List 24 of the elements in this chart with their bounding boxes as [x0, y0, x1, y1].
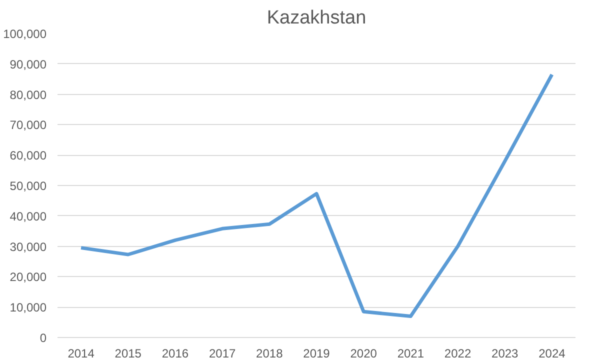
y-tick-label: 60,000	[10, 148, 47, 163]
y-tick-label: 20,000	[10, 270, 47, 284]
x-tick-label: 2016	[162, 346, 189, 360]
y-tick-label: 90,000	[10, 57, 47, 72]
x-tick-label: 2017	[208, 346, 236, 360]
y-tick-label: 50,000	[10, 179, 47, 193]
x-tick-label: 2015	[114, 346, 142, 360]
x-tick-label: 2020	[350, 346, 378, 360]
x-tick-label: 2024	[538, 346, 566, 360]
y-tick-label: 100,000	[3, 27, 47, 41]
y-tick-label: 10,000	[10, 300, 47, 315]
x-tick-label: 2022	[444, 346, 472, 360]
x-tick-label: 2019	[303, 346, 330, 360]
line-series	[79, 72, 554, 318]
y-tick-label: 80,000	[10, 88, 47, 102]
x-tick-label: 2023	[492, 346, 519, 360]
x-tick-label: 2014	[68, 346, 95, 360]
x-tick-label: 2018	[256, 346, 284, 360]
x-tick-label: 2021	[397, 346, 424, 360]
chart-title: Kazakhstan	[266, 8, 366, 28]
y-tick-label: 30,000	[10, 240, 47, 254]
y-tick-label: 40,000	[10, 209, 47, 224]
y-tick-label: 70,000	[10, 118, 47, 132]
y-tick-label: 0	[40, 331, 47, 345]
